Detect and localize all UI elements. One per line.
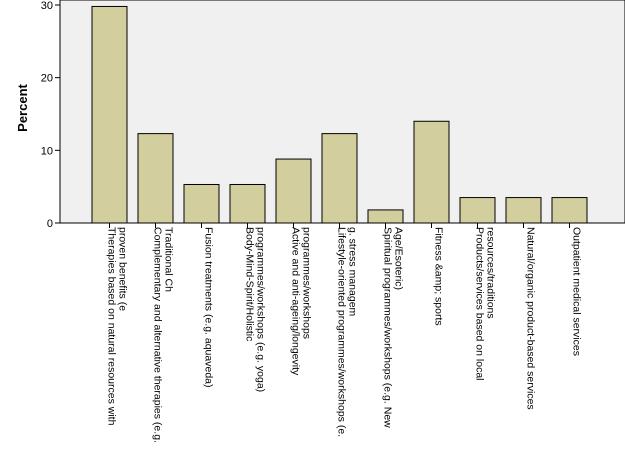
bar xyxy=(229,183,266,224)
bar xyxy=(321,133,358,224)
x-tick-label: Fitness &amp; sports xyxy=(433,227,445,326)
y-tick-label: 0 xyxy=(47,218,53,230)
x-tick-label: Therapies based on natural resources wit… xyxy=(106,227,129,426)
x-tick-label: Products/services based on localresource… xyxy=(474,227,497,381)
x-tick-label: Active and anti-ageing/longevityprogramm… xyxy=(290,227,313,376)
bars xyxy=(91,5,588,224)
y-tick-label: 10 xyxy=(41,145,53,157)
y-tick-label: 30 xyxy=(41,0,53,12)
bar xyxy=(459,197,496,224)
bar xyxy=(413,120,450,224)
x-tick-label: Fusion treatments (e.g. aquaveda) xyxy=(203,227,215,388)
y-axis: 0 10 20 30 xyxy=(41,0,60,230)
bar xyxy=(275,158,312,224)
x-tick-label: Outpatient medical services xyxy=(571,227,583,356)
x-axis-labels: Therapies based on natural resources wit… xyxy=(106,223,583,443)
bar xyxy=(137,133,174,224)
bar xyxy=(551,197,588,224)
x-tick-label: Body-Mind-Spirit/Holisticprogrammes/work… xyxy=(244,227,267,392)
bar xyxy=(183,183,220,224)
y-axis-label: Percent xyxy=(15,83,30,131)
x-tick-label: Natural/organic product-based services xyxy=(525,227,537,410)
x-tick-label: Spiritual programmes/workshops (e.g. New… xyxy=(382,227,405,428)
bar xyxy=(505,197,542,224)
x-tick-label: Lifestyle-oriented programmes/workshops … xyxy=(336,227,359,437)
bar xyxy=(367,209,404,224)
y-tick-label: 20 xyxy=(41,73,53,85)
bar xyxy=(91,5,128,224)
x-tick-label: Complementary and alternative therapies … xyxy=(152,227,175,443)
